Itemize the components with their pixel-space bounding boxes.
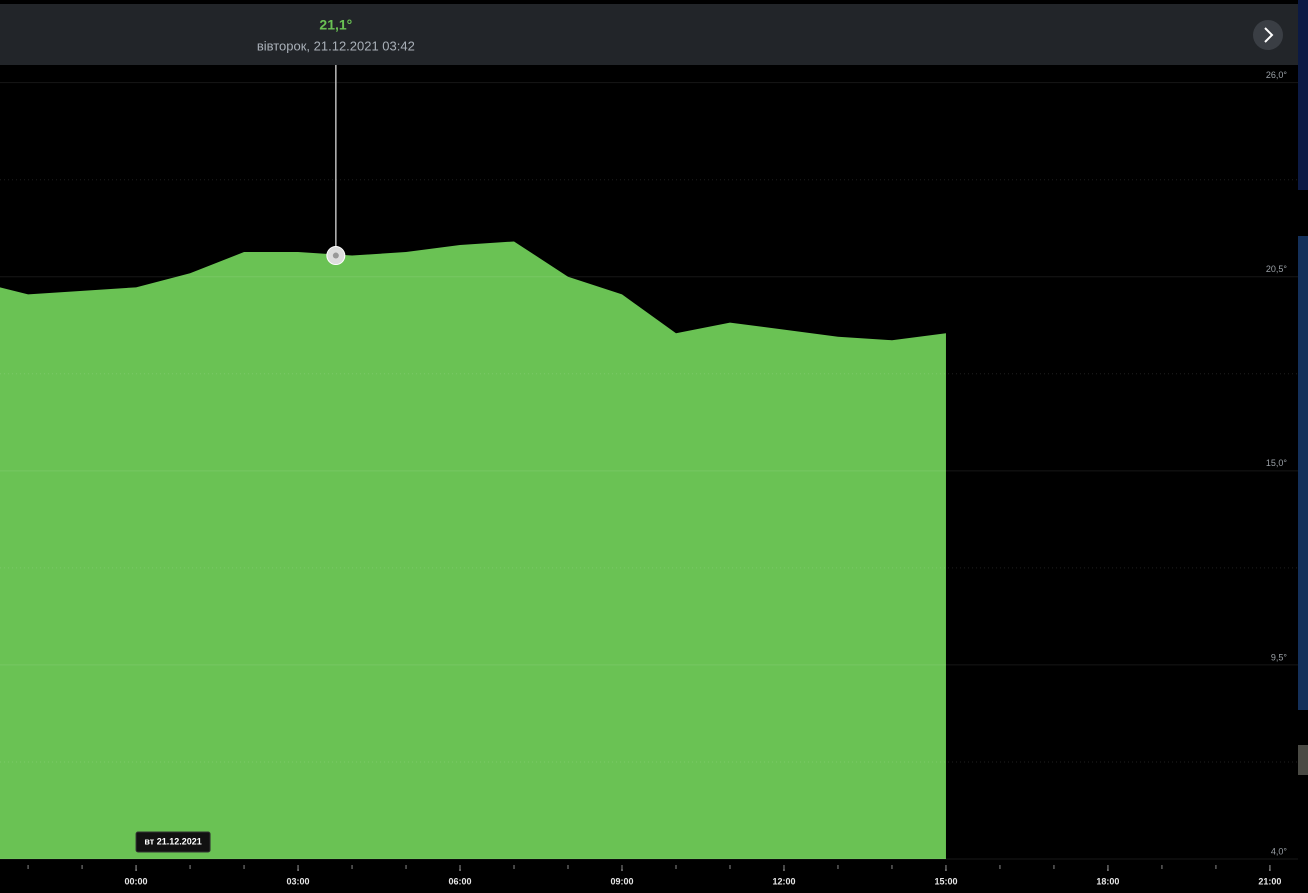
x-tick-label: 12:00 (772, 876, 795, 886)
chevron-icon[interactable] (1264, 27, 1274, 43)
y-tick-label: 20,5° (1266, 264, 1288, 274)
side-strip (1298, 236, 1308, 710)
x-tick-label: 06:00 (449, 876, 472, 886)
tooltip-date: вівторок, 21.12.2021 03:42 (257, 38, 415, 53)
header-bar (0, 4, 1298, 65)
x-tick-label: 09:00 (610, 876, 633, 886)
area (0, 241, 946, 859)
side-strip (1298, 745, 1308, 775)
tooltip-point-inner (332, 252, 339, 259)
x-tick-label: 00:00 (125, 876, 148, 886)
next-button[interactable] (1253, 20, 1283, 50)
y-tick-label: 15,0° (1266, 458, 1288, 468)
tooltip-value: 21,1° (319, 17, 352, 33)
side-strip (1298, 0, 1308, 190)
date-badge-bg (135, 831, 211, 853)
x-tick-label: 15:00 (934, 876, 957, 886)
x-axis-bar (0, 860, 1298, 893)
date-badge: вт 21.12.2021 (144, 836, 201, 846)
x-tick-label: 21:00 (1258, 876, 1281, 886)
y-tick-label: 9,5° (1271, 652, 1288, 662)
y-tick-label: 4,0° (1271, 846, 1288, 856)
x-tick-label: 18:00 (1096, 876, 1119, 886)
y-tick-label: 26,0° (1266, 70, 1288, 80)
next-button-circle[interactable] (1253, 20, 1283, 50)
x-tick-label: 03:00 (287, 876, 310, 886)
